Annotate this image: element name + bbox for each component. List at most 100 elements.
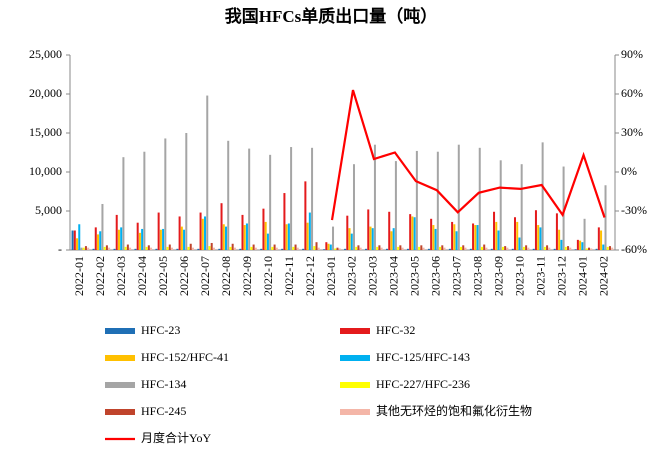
legend-swatch	[105, 328, 135, 334]
legend-label: HFC-125/HFC-143	[376, 350, 470, 364]
bar	[541, 142, 544, 250]
x-tick-label: 2023-03	[366, 256, 380, 296]
bar	[355, 246, 358, 250]
bar	[490, 248, 493, 250]
bar	[108, 247, 111, 250]
y2-tick-label: 30%	[621, 125, 643, 139]
bar	[371, 228, 374, 250]
bar	[159, 229, 162, 250]
bar	[105, 245, 108, 250]
bar	[323, 249, 326, 250]
bar	[388, 211, 391, 250]
bar	[548, 247, 551, 250]
bar	[260, 248, 263, 250]
bar	[588, 247, 591, 250]
bar	[308, 212, 311, 250]
bar	[493, 211, 496, 250]
bar	[569, 247, 572, 250]
bar	[197, 248, 200, 250]
bar	[611, 247, 614, 250]
bar	[527, 247, 530, 250]
bar	[266, 233, 269, 250]
bar	[101, 203, 104, 250]
bar	[344, 248, 347, 250]
bar	[204, 216, 207, 250]
bar	[518, 237, 521, 250]
bar	[329, 244, 332, 250]
x-tick-label: 2023-02	[345, 256, 359, 296]
bar	[157, 212, 160, 250]
bar	[243, 225, 246, 250]
bar	[399, 245, 402, 250]
y2-tick-label: 60%	[621, 86, 643, 100]
bar	[401, 247, 404, 250]
bar	[162, 228, 165, 250]
x-tick-label: 2022-06	[177, 256, 191, 296]
bar	[164, 138, 167, 250]
bar	[229, 246, 232, 250]
chart-title: 我国HFCs单质出口量（吨）	[225, 6, 438, 26]
bar	[525, 245, 528, 250]
bar	[562, 166, 565, 250]
bar	[99, 231, 102, 250]
bar	[564, 246, 567, 250]
bar	[367, 209, 370, 250]
bar	[506, 247, 509, 250]
bar	[460, 246, 463, 250]
x-tick-label: 2024-02	[596, 256, 610, 296]
bar	[539, 227, 542, 250]
bar	[378, 245, 381, 250]
bar	[136, 222, 139, 250]
bar	[96, 234, 99, 250]
bar	[346, 215, 349, 250]
bar	[558, 229, 561, 250]
bar	[532, 248, 535, 250]
bar	[357, 245, 360, 250]
y2-tick-label: 90%	[621, 47, 643, 61]
x-tick-label: 2022-04	[135, 256, 149, 296]
bar	[178, 216, 181, 250]
bar	[327, 243, 330, 250]
bar	[239, 248, 242, 250]
bar	[302, 248, 305, 250]
y-tick-label: 10,000	[29, 164, 62, 178]
bar	[373, 144, 376, 250]
x-tick-label: 2022-05	[156, 256, 170, 296]
bar	[220, 203, 223, 250]
bar	[281, 248, 284, 250]
legend-label: HFC-152/HFC-41	[141, 350, 229, 364]
bar	[604, 185, 607, 250]
y-tick-label: 20,000	[29, 86, 62, 100]
bar	[224, 226, 227, 250]
bar	[555, 213, 558, 250]
legend-label: 其他无环烃的饱和氟化衍生物	[376, 403, 532, 418]
y2-tick-label: 0%	[621, 164, 637, 178]
x-tick-label: 2022-11	[282, 256, 296, 296]
bar	[141, 228, 144, 250]
legend-label: HFC-134	[141, 377, 186, 391]
x-tick-label: 2022-09	[240, 256, 254, 296]
bar	[285, 224, 288, 250]
bar	[176, 248, 179, 250]
bar	[443, 247, 446, 250]
legend-label: HFC-227/HFC-236	[376, 377, 470, 391]
bar	[430, 218, 433, 250]
bar	[436, 151, 439, 250]
bar	[113, 248, 116, 250]
bar	[350, 233, 353, 250]
legend-label: HFC-23	[141, 323, 180, 337]
x-tick-label: 2023-10	[512, 256, 526, 296]
bar	[427, 248, 430, 250]
bar	[394, 161, 397, 250]
bar	[166, 246, 169, 250]
bar	[485, 247, 488, 250]
bar	[365, 248, 368, 250]
bar	[73, 230, 76, 250]
bar	[537, 225, 540, 250]
bar	[103, 246, 106, 250]
bar	[210, 242, 213, 250]
bar	[352, 164, 355, 250]
bar	[84, 246, 87, 250]
bar	[145, 246, 148, 250]
